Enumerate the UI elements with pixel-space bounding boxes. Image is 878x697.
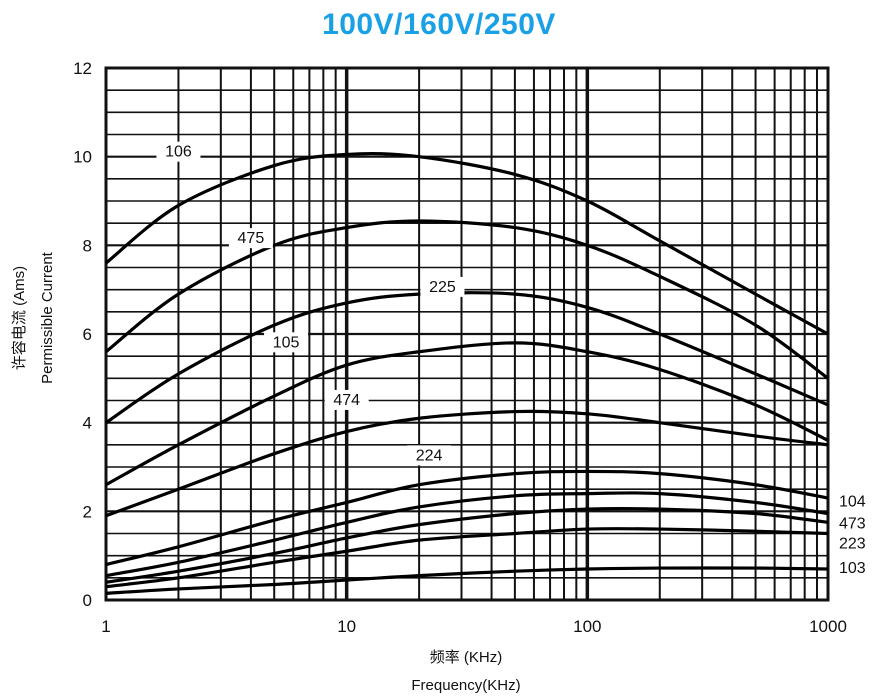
x-tick-10: 10 [337,617,356,636]
y-tick-4: 4 [83,414,92,433]
curve-label-473: 473 [839,515,866,532]
curve-label-223: 223 [839,535,866,552]
y-tick-6: 6 [83,325,92,344]
y-axis-label-cn: 许容电流 (Ams) [11,266,28,370]
curve-label-bg [420,276,465,297]
curve-223 [105,527,829,589]
chart-title: 100V/160V/250V [322,8,556,41]
curve-106 [105,152,829,336]
curve-224 [105,469,829,567]
y-tick-8: 8 [83,236,92,255]
curve-104 [105,491,829,578]
curve-475 [105,219,829,380]
curve-105 [105,341,829,487]
curve-label-104: 104 [839,493,866,510]
curve-label-bg [324,389,369,410]
y-tick-2: 2 [83,502,92,521]
x-tick-1000: 1000 [809,617,847,636]
curve-label-225: 225 [429,279,456,296]
curve-label-475: 475 [238,230,265,247]
curve-103 [105,566,829,595]
curve-label-474: 474 [333,392,360,409]
curves [105,152,829,595]
x-axis-label: Frequency(KHz) [411,677,520,694]
curve-label-bg [156,141,201,162]
curve-474 [105,409,829,518]
curve-label-224: 224 [416,447,443,464]
y-tick-10: 10 [73,148,92,167]
curve-label-106: 106 [165,144,192,161]
y-tick-12: 12 [73,59,92,78]
curve-labels: 106 475 225 105 474 224 104 473 223 103 [156,141,866,577]
x-axis-label-cn: 频率 (KHz) [430,649,503,666]
curve-label-bg [407,445,452,466]
curve-473 [105,506,829,584]
curve-label-bg [228,228,273,249]
curve-label-103: 103 [839,560,866,577]
y-tick-labels: 0 2 4 6 8 10 12 [73,59,92,610]
x-tick-1: 1 [101,617,110,636]
grid [106,68,828,600]
curve-label-bg [264,332,309,353]
x-tick-labels: 1 10 100 1000 [101,617,847,636]
curve-label-105: 105 [273,334,300,351]
y-tick-0: 0 [83,591,92,610]
x-tick-100: 100 [573,617,601,636]
y-axis-label: Permissible Current [39,251,56,384]
